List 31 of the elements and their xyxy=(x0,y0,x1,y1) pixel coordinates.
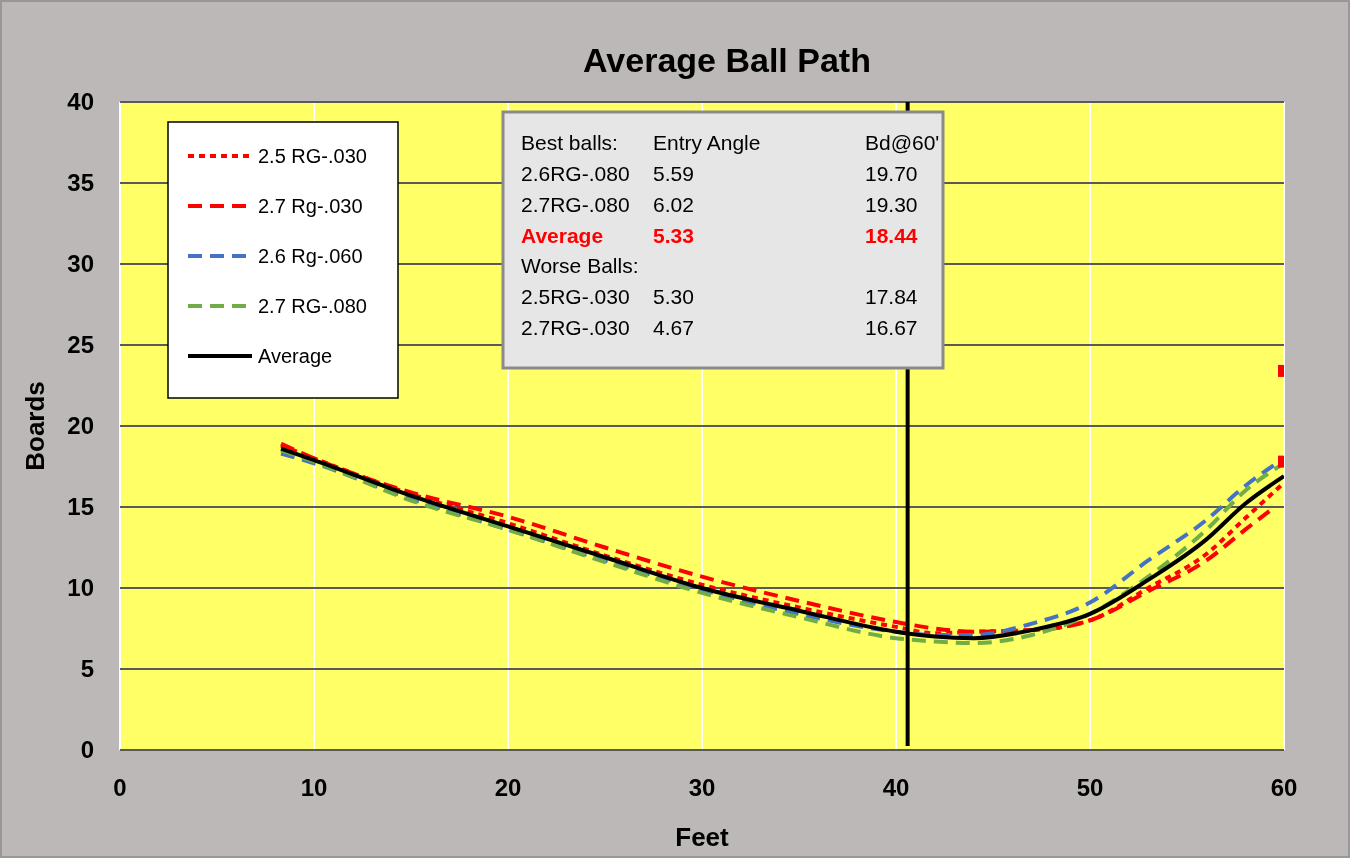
y-tick-label: 35 xyxy=(67,169,94,196)
legend-label: 2.6 Rg-.060 xyxy=(258,245,363,267)
y-axis-title: Boards xyxy=(20,381,50,471)
x-axis-title: Feet xyxy=(675,822,730,852)
x-tick-label: 50 xyxy=(1076,774,1104,801)
y-tick-label: 0 xyxy=(80,736,94,763)
y-tick-label: 30 xyxy=(67,250,94,277)
chart-title: Average Ball Path xyxy=(583,41,871,79)
x-tick-label: 20 xyxy=(494,774,522,801)
x-tick-label: 30 xyxy=(688,774,716,801)
y-tick-label: 40 xyxy=(67,88,94,115)
annotation: Worse Balls: xyxy=(521,254,639,278)
text: 2.7RG-.080 6.02 19.30 xyxy=(521,192,918,216)
y-tick-label: 15 xyxy=(67,493,94,520)
text: Best balls: Entry Angle Bd@60' xyxy=(521,131,940,154)
x-tick-label: 10 xyxy=(300,774,328,801)
y-tick-label: 5 xyxy=(80,655,94,682)
x-tick-label: 0 xyxy=(113,774,127,801)
y-tick-label: 20 xyxy=(67,412,94,439)
legend-label: Average xyxy=(258,345,333,367)
legend-label: 2.7 Rg-.030 xyxy=(258,195,363,217)
text: 2.6RG-.080 5.59 19.70 xyxy=(521,161,918,185)
text: 2.5RG-.030 5.30 17.84 xyxy=(521,285,918,309)
text: 2.7RG-.030 4.67 16.67 xyxy=(521,316,918,340)
legend-label: 2.5 RG-.030 xyxy=(258,145,367,167)
y-tick-label: 10 xyxy=(67,574,94,601)
x-tick-label: 40 xyxy=(882,774,910,801)
x-tick-label: 60 xyxy=(1270,774,1298,801)
text: Average 5.33 18.44 xyxy=(521,223,918,247)
y-tick-label: 25 xyxy=(67,331,94,358)
legend-label: 2.7 RG-.080 xyxy=(258,295,367,317)
